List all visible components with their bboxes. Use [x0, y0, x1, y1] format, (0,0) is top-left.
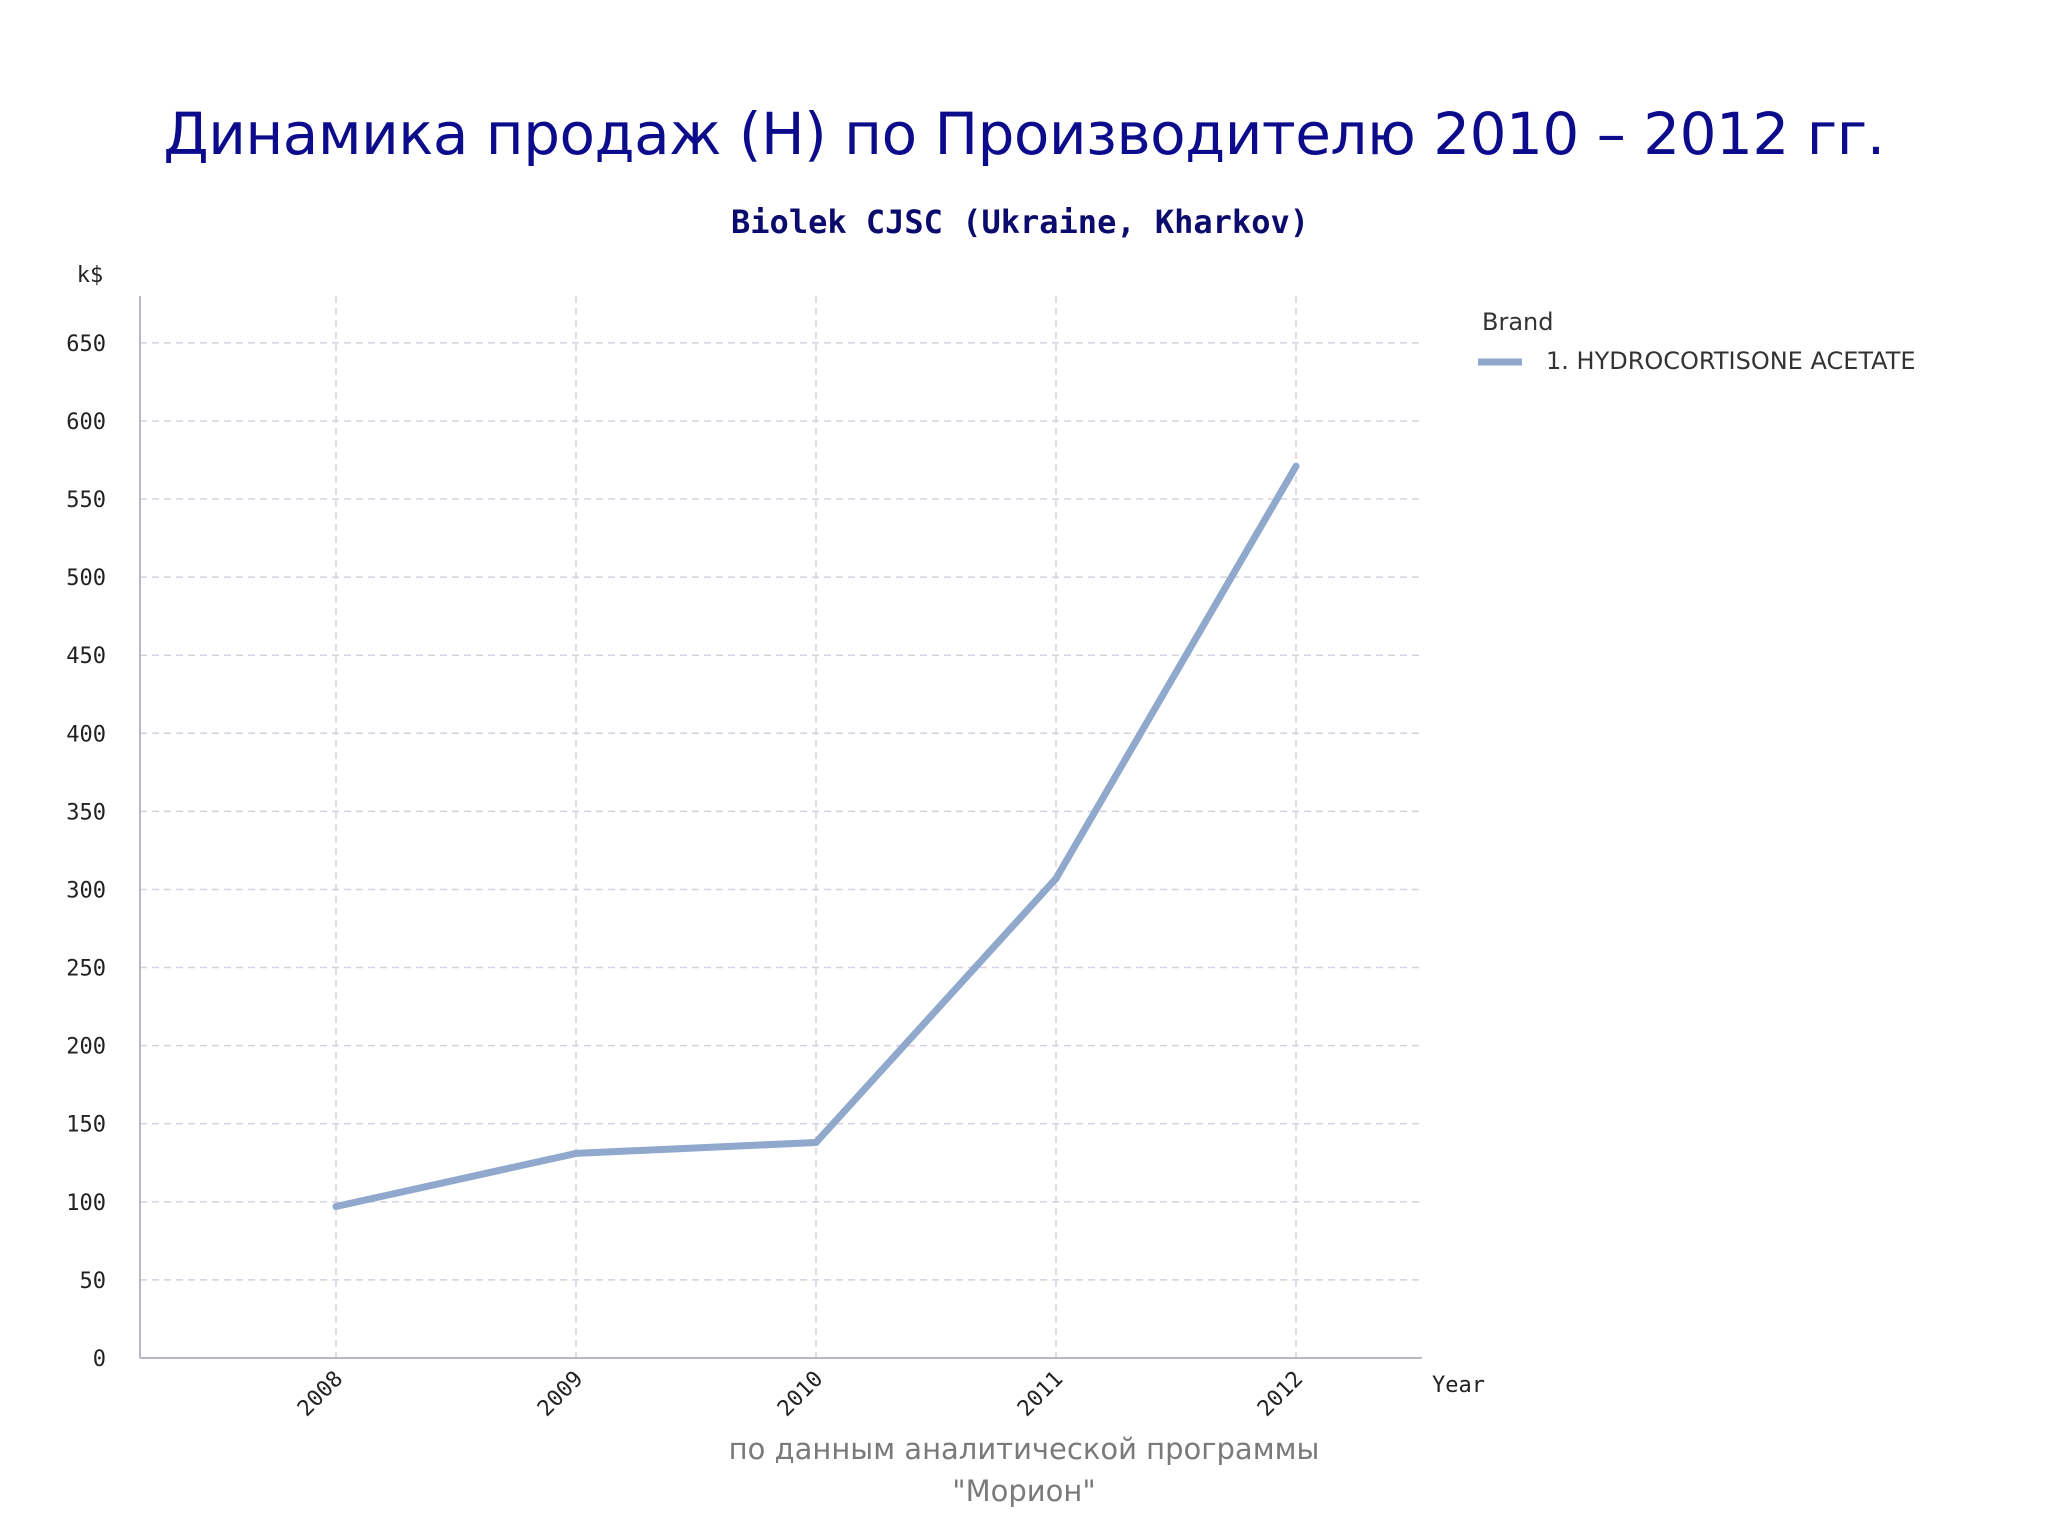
source-note-line-1: по данным аналитической программы: [728, 1432, 1320, 1466]
data-point: [812, 1138, 820, 1146]
y-tick-label: 550: [66, 488, 106, 513]
x-tick-labels: 2008 2009 2010 2011 2012: [293, 1367, 1308, 1422]
source-note-line-2: "Морион": [952, 1474, 1096, 1508]
y-tick-label: 500: [66, 566, 106, 591]
data-point: [572, 1149, 580, 1157]
x-tick-label: 2012: [1253, 1367, 1308, 1422]
x-axis-label: Year: [1432, 1373, 1485, 1398]
y-tick-label: 200: [66, 1035, 106, 1060]
slide-title: Динамика продаж (Н) по Производителю 201…: [163, 100, 1885, 168]
y-tick-label: 100: [66, 1191, 106, 1216]
data-point: [332, 1203, 340, 1211]
x-tick-label: 2011: [1013, 1367, 1068, 1422]
y-tick-label: 0: [93, 1347, 106, 1372]
legend-title: Brand: [1482, 308, 1553, 336]
y-tick-labels: 0 50 100 150 200 250 300 350 400 450 500 550 600 650: [66, 332, 106, 1372]
y-tick-label: 350: [66, 800, 106, 825]
grid-lines: [140, 296, 1422, 1358]
source-note: по данным аналитической программы "Морио…: [0, 1428, 2048, 1512]
y-tick-label: 400: [66, 722, 106, 747]
y-axis-label: k$: [77, 263, 104, 288]
axes: [139, 296, 1422, 1359]
legend-label-hydrocortisone-acetate: 1. HYDROCORTISONE ACETATE: [1546, 347, 1916, 375]
chart-title: Biolek CJSC (Ukraine, Kharkov): [731, 203, 1309, 241]
y-tick-label: 300: [66, 878, 106, 903]
y-tick-label: 650: [66, 332, 106, 357]
x-tick-label: 2010: [773, 1367, 828, 1422]
y-tick-label: 600: [66, 410, 106, 435]
data-point: [1052, 875, 1060, 883]
y-tick-label: 150: [66, 1113, 106, 1138]
x-tick-label: 2009: [533, 1367, 588, 1422]
y-tick-label: 50: [80, 1269, 107, 1294]
legend: Brand 1. HYDROCORTISONE ACETATE: [1478, 308, 1916, 375]
series-lines: [332, 462, 1300, 1211]
y-tick-label: 450: [66, 644, 106, 669]
y-tick-label: 250: [66, 957, 106, 982]
x-tick-label: 2008: [293, 1367, 348, 1422]
data-point: [1292, 462, 1300, 470]
